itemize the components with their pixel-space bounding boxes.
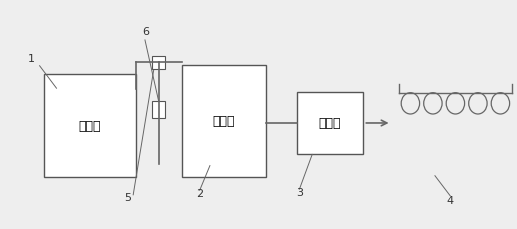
Text: 过滤器: 过滤器 <box>319 117 341 130</box>
Text: 5: 5 <box>125 193 132 202</box>
Bar <box>182 65 266 177</box>
Bar <box>44 74 136 177</box>
Ellipse shape <box>491 93 510 114</box>
Text: 3: 3 <box>296 187 303 197</box>
Bar <box>153 102 165 118</box>
Text: 6: 6 <box>143 27 149 37</box>
Text: 1: 1 <box>27 54 35 64</box>
Bar <box>297 92 363 155</box>
Ellipse shape <box>446 93 465 114</box>
Text: 涂胶罐: 涂胶罐 <box>79 119 101 132</box>
Text: 排气罐: 排气罐 <box>212 115 235 128</box>
Ellipse shape <box>469 93 487 114</box>
Ellipse shape <box>424 93 442 114</box>
Text: 2: 2 <box>196 188 203 198</box>
Bar <box>153 57 165 70</box>
Ellipse shape <box>401 93 420 114</box>
Text: 4: 4 <box>447 195 454 205</box>
